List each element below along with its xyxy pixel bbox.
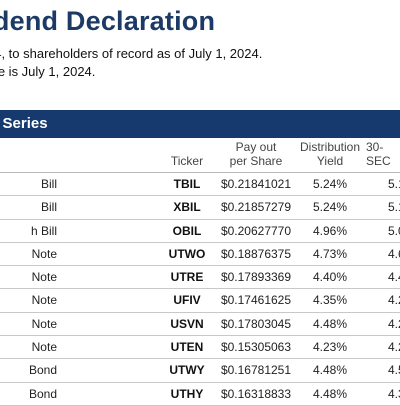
ticker-cell: TBIL bbox=[173, 177, 201, 191]
payout-cell: $0.18876375 bbox=[220, 246, 292, 261]
column-header-yield-line2: Yield bbox=[316, 154, 344, 168]
fund-name-cell: Bond bbox=[28, 386, 57, 401]
fund-name-cell: Bill bbox=[40, 177, 57, 191]
payout-cell: $0.16781251 bbox=[220, 363, 292, 378]
column-header-sec-line2: SEC bbox=[366, 154, 391, 168]
payout-cell: $0.21841021 bbox=[220, 177, 292, 191]
yield-cell: 5.24% bbox=[312, 200, 348, 215]
table-row: Note UTRE $0.17893369 4.40% 4.4 bbox=[0, 266, 400, 290]
table-row: Bond UTHY $0.16318833 4.48% 4.3 bbox=[0, 383, 400, 406]
intro-line-2: ate is July 1, 2024. bbox=[0, 64, 400, 80]
page-title: vidend Declaration bbox=[0, 4, 400, 40]
fund-name-cell: Note bbox=[31, 246, 57, 261]
fund-name-cell: Note bbox=[31, 293, 57, 308]
ticker-cell: UTHY bbox=[170, 386, 204, 401]
column-header-payout: Pay out per Share bbox=[218, 140, 294, 168]
table-header: Ticker Pay out per Share Distribution Yi… bbox=[0, 138, 400, 173]
table-row: Note UTEN $0.15305063 4.23% 4.2 bbox=[0, 336, 400, 360]
yield-cell: 4.48% bbox=[312, 386, 348, 401]
column-header-ticker-text: Ticker bbox=[170, 154, 204, 168]
sec-yield-cell: 4.5 bbox=[388, 363, 400, 378]
ticker-cell: UTWO bbox=[168, 246, 206, 261]
sec-yield-cell: 4.2 bbox=[388, 316, 400, 331]
intro-line-1-text: 24, to shareholders of record as of July… bbox=[0, 46, 263, 61]
sec-yield-cell: 5.0 bbox=[388, 223, 400, 238]
yield-cell: 4.73% bbox=[312, 246, 348, 261]
intro-line-2-text: ate is July 1, 2024. bbox=[0, 64, 96, 79]
section-header-text: k Series bbox=[0, 115, 48, 132]
fund-name-cell: Note bbox=[31, 270, 57, 285]
column-header-sec-yield: 30- SEC bbox=[366, 140, 400, 168]
sec-yield-cell: 5.1 bbox=[388, 177, 400, 191]
sec-yield-cell: 4.2 bbox=[388, 340, 400, 355]
section-header-band: k Series bbox=[0, 110, 400, 138]
payout-cell: $0.17803045 bbox=[220, 316, 292, 331]
yield-cell: 4.48% bbox=[312, 316, 348, 331]
sec-yield-cell: 4.4 bbox=[388, 270, 400, 285]
sec-yield-cell: 5.1 bbox=[388, 200, 400, 215]
ticker-cell: UFIV bbox=[173, 293, 201, 308]
fund-name-cell: Bill bbox=[40, 200, 57, 215]
yield-cell: 5.24% bbox=[312, 177, 348, 191]
ticker-cell: USVN bbox=[170, 316, 204, 331]
dividend-table-body: Bill TBIL $0.21841021 5.24% 5.1 Bill XBI… bbox=[0, 173, 400, 406]
column-header-yield: Distribution Yield bbox=[290, 140, 370, 168]
payout-cell: $0.17893369 bbox=[220, 270, 292, 285]
table-row: Note UFIV $0.17461625 4.35% 4.2 bbox=[0, 289, 400, 313]
fund-name-cell: Note bbox=[31, 316, 57, 331]
payout-cell: $0.20627770 bbox=[220, 223, 292, 238]
fund-name-cell: Note bbox=[31, 340, 57, 355]
table-row: Bond UTWY $0.16781251 4.48% 4.5 bbox=[0, 359, 400, 383]
ticker-cell: XBIL bbox=[173, 200, 201, 215]
table-row: Bill XBIL $0.21857279 5.24% 5.1 bbox=[0, 196, 400, 220]
sec-yield-cell: 4.3 bbox=[388, 386, 400, 401]
payout-cell: $0.16318833 bbox=[220, 386, 292, 401]
page-title-text: vidend Declaration bbox=[0, 6, 216, 36]
table-row: Bill TBIL $0.21841021 5.24% 5.1 bbox=[0, 173, 400, 197]
column-header-ticker: Ticker bbox=[160, 154, 214, 168]
fund-name-cell: Bond bbox=[28, 363, 57, 378]
ticker-cell: UTRE bbox=[170, 270, 204, 285]
yield-cell: 4.35% bbox=[312, 293, 348, 308]
ticker-cell: OBIL bbox=[172, 223, 202, 238]
column-header-payout-line2: per Share bbox=[229, 154, 283, 168]
table-row: h Bill OBIL $0.20627770 4.96% 5.0 bbox=[0, 220, 400, 243]
yield-cell: 4.96% bbox=[312, 223, 348, 238]
ticker-cell: UTEN bbox=[170, 340, 204, 355]
payout-cell: $0.15305063 bbox=[220, 340, 292, 355]
column-header-sec-line1: 30- bbox=[366, 140, 384, 154]
sec-yield-cell: 4.6 bbox=[388, 246, 400, 261]
table-row: Note USVN $0.17803045 4.48% 4.2 bbox=[0, 313, 400, 337]
table-row: Note UTWO $0.18876375 4.73% 4.6 bbox=[0, 243, 400, 267]
column-header-payout-line1: Pay out bbox=[235, 140, 277, 154]
payout-cell: $0.17461625 bbox=[220, 293, 292, 308]
yield-cell: 4.23% bbox=[312, 340, 348, 355]
fund-name-cell: h Bill bbox=[30, 223, 57, 238]
intro-line-1: 24, to shareholders of record as of July… bbox=[0, 46, 400, 62]
yield-cell: 4.40% bbox=[312, 270, 348, 285]
ticker-cell: UTWY bbox=[169, 363, 205, 378]
payout-cell: $0.21857279 bbox=[220, 200, 292, 215]
sec-yield-cell: 4.2 bbox=[388, 293, 400, 308]
yield-cell: 4.48% bbox=[312, 363, 348, 378]
column-header-yield-line1: Distribution bbox=[299, 140, 361, 154]
